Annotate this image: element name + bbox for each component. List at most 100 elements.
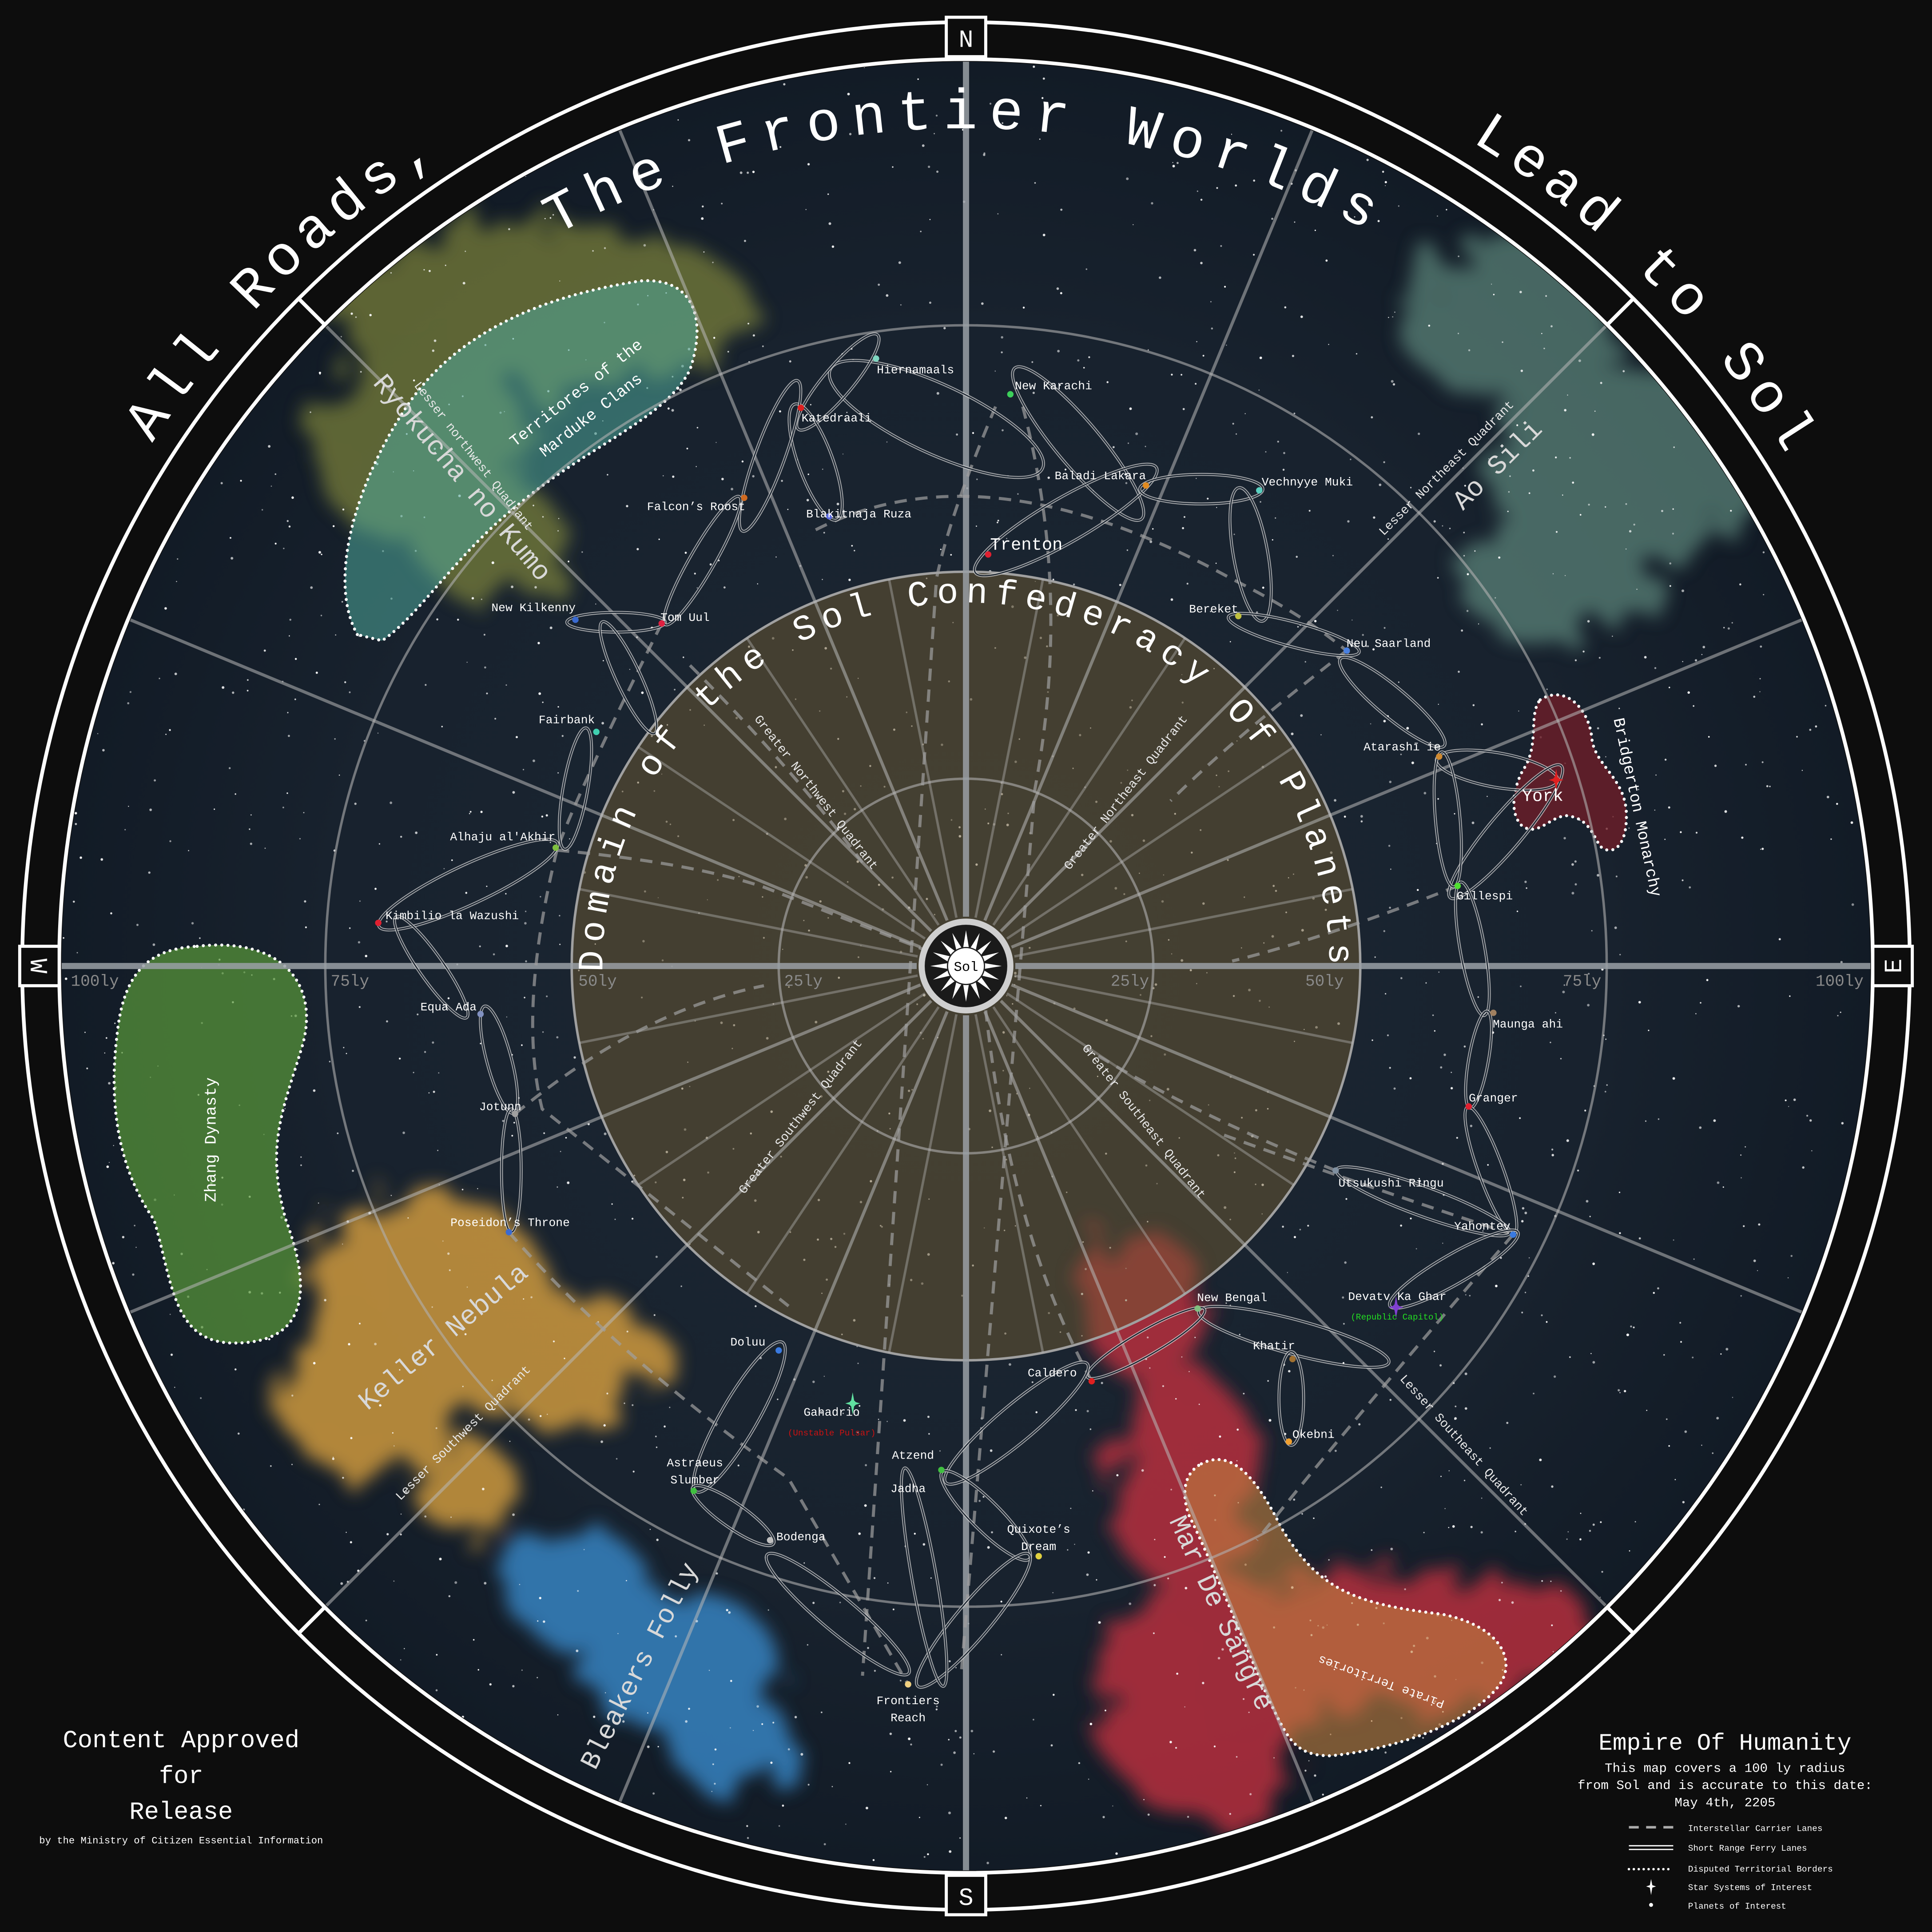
star-dot bbox=[1778, 938, 1781, 941]
planet-new-bengal[interactable]: New Bengal bbox=[1194, 1292, 1267, 1312]
star-dot bbox=[283, 548, 285, 549]
planet-bereket[interactable]: Bereket bbox=[1189, 603, 1242, 620]
ferry-lane bbox=[393, 914, 470, 1020]
planet-utsukushi-ringu[interactable]: Utsukushi Ringu bbox=[1332, 1167, 1444, 1190]
planet-falcon-s-roost[interactable]: Falcon’s Roost bbox=[647, 494, 747, 514]
sun-ray bbox=[970, 933, 980, 952]
inner-spoke bbox=[1006, 746, 1295, 940]
planet-new-karachi[interactable]: New Karachi bbox=[1007, 380, 1092, 398]
planet-jadha[interactable]: Jadha bbox=[890, 1483, 926, 1496]
star-dot bbox=[975, 525, 977, 527]
star-dot bbox=[553, 1340, 555, 1343]
planet-bodenga[interactable]: Bodenga bbox=[767, 1530, 826, 1544]
ferry-lane bbox=[598, 620, 658, 735]
planet-doluu[interactable]: Doluu bbox=[730, 1336, 782, 1354]
planet-vechnyye-muki[interactable]: Vechnyye Muki bbox=[1256, 476, 1353, 494]
star-dot bbox=[949, 1660, 951, 1662]
carrier-lane bbox=[557, 848, 967, 968]
planet-devatv-ka-ghar[interactable]: Devatv Ka Ghar (Republic Capitol) bbox=[1348, 1290, 1446, 1322]
planet-york[interactable]: York bbox=[1522, 769, 1564, 806]
planet-dot-icon bbox=[1344, 647, 1350, 654]
star-dot bbox=[604, 247, 606, 249]
star-dot bbox=[310, 586, 313, 589]
planet-dot-icon bbox=[985, 551, 992, 558]
star-dot bbox=[1384, 1751, 1387, 1754]
star-dot bbox=[1680, 831, 1682, 833]
planet-atarash-ie[interactable]: Atarashī ie bbox=[1364, 741, 1443, 760]
star-dot bbox=[486, 886, 488, 887]
star-dot bbox=[1692, 1356, 1694, 1359]
planet-katedraali[interactable]: Katedraali bbox=[798, 405, 872, 425]
star-dot bbox=[1624, 1390, 1626, 1392]
planet-khatir[interactable]: Khatir bbox=[1253, 1340, 1296, 1363]
planet-tom-uul[interactable]: Tom Uul bbox=[658, 611, 710, 627]
planet-granger[interactable]: Granger bbox=[1465, 1092, 1518, 1110]
legend-date: May 4th, 2205 bbox=[1674, 1796, 1775, 1810]
planet-fairbank[interactable]: Fairbank bbox=[539, 713, 600, 735]
sol-hub[interactable]: Sol bbox=[918, 918, 1014, 1014]
star-dot bbox=[1464, 1407, 1467, 1410]
compass-east[interactable]: E bbox=[1871, 945, 1914, 987]
planet-label: Poseidon’s Throne bbox=[450, 1216, 570, 1229]
star-dot bbox=[1119, 584, 1121, 586]
star-dot bbox=[737, 1464, 739, 1467]
planet-poseidon-s-throne[interactable]: Poseidon’s Throne bbox=[450, 1216, 570, 1236]
star-dot bbox=[521, 1669, 523, 1671]
planet-new-kilkenny[interactable]: New Kilkenny bbox=[491, 601, 579, 623]
planet-neu-saarland[interactable]: Neu Saarland bbox=[1344, 637, 1431, 654]
star-dot bbox=[1592, 1262, 1595, 1265]
planet-maunga-ahi[interactable]: Maunga ahi bbox=[1490, 1010, 1563, 1031]
star-dot bbox=[1182, 527, 1185, 529]
planet-gahadrio[interactable]: Gahadrio (Unstable Pulsar) bbox=[788, 1392, 876, 1438]
planet-baladi-lakara[interactable]: Baladi Lakara bbox=[1055, 469, 1149, 489]
planet-label: Tom Uul bbox=[660, 611, 710, 624]
planet-trenton[interactable]: Trenton bbox=[985, 535, 1063, 558]
planet-blakitnaja-ruza[interactable]: Blakitnaja Ruza bbox=[806, 508, 911, 521]
star-dot bbox=[473, 1639, 475, 1641]
compass-south[interactable]: S bbox=[945, 1873, 987, 1916]
star-dot bbox=[696, 427, 699, 429]
carrier-lane bbox=[1083, 1046, 1336, 1172]
star-dot bbox=[349, 691, 351, 693]
planet-yahontev[interactable]: Yahontev bbox=[1454, 1220, 1516, 1238]
star-dot bbox=[407, 1217, 409, 1219]
planet-caldero[interactable]: Caldero bbox=[1028, 1367, 1095, 1385]
planet-quixote-s-dream[interactable]: Quixote’s Dream bbox=[1007, 1523, 1070, 1560]
star-dot bbox=[1666, 1418, 1668, 1420]
star-dot bbox=[890, 1771, 892, 1773]
sun-ray bbox=[963, 930, 969, 949]
star-dot bbox=[547, 1414, 548, 1415]
star-dot bbox=[1572, 481, 1574, 484]
star-dot bbox=[1433, 520, 1436, 523]
planet-frontiers-reach[interactable]: Frontiers Reach bbox=[876, 1681, 940, 1725]
star-dot bbox=[622, 1720, 625, 1723]
distance-label: 50ly bbox=[1305, 972, 1344, 990]
star-dot bbox=[424, 1051, 426, 1053]
planet-kimbilio-la-wazushi[interactable]: Kimbilio la Wazushi bbox=[375, 910, 519, 926]
star-dot bbox=[1761, 847, 1764, 850]
star-dot bbox=[1169, 1741, 1172, 1744]
planet-atzend[interactable]: Atzend bbox=[892, 1449, 945, 1473]
star-dot bbox=[772, 1721, 775, 1724]
star-dot bbox=[1193, 249, 1197, 252]
planet-gillespi[interactable]: Gillespi bbox=[1454, 883, 1513, 903]
star-dot bbox=[174, 672, 177, 676]
planet-alhaju-al-akhir[interactable]: Alhaju al'Akhir bbox=[450, 831, 559, 851]
star-dot bbox=[1299, 1228, 1301, 1231]
planet-equa-ada[interactable]: Equa Ada bbox=[421, 1001, 484, 1018]
star-dot bbox=[929, 302, 931, 304]
sun-ray bbox=[941, 976, 956, 991]
planet-astraeus-slumber[interactable]: Astraeus Slumber bbox=[667, 1456, 723, 1495]
star-dot bbox=[74, 812, 77, 815]
star-dot bbox=[1528, 1257, 1530, 1259]
planet-hiernamaals[interactable]: Hiernamaals bbox=[873, 355, 954, 377]
planet-okebni[interactable]: Okebni bbox=[1285, 1428, 1335, 1445]
star-dot bbox=[1176, 1673, 1178, 1675]
legend-label: Interstellar Carrier Lanes bbox=[1688, 1824, 1823, 1834]
compass-north[interactable]: N bbox=[945, 16, 987, 59]
star-dot bbox=[1452, 1525, 1455, 1528]
compass-west[interactable]: W bbox=[18, 945, 61, 987]
star-dot bbox=[886, 1421, 888, 1422]
planet-jotunn[interactable]: Jotunn bbox=[479, 1101, 521, 1117]
